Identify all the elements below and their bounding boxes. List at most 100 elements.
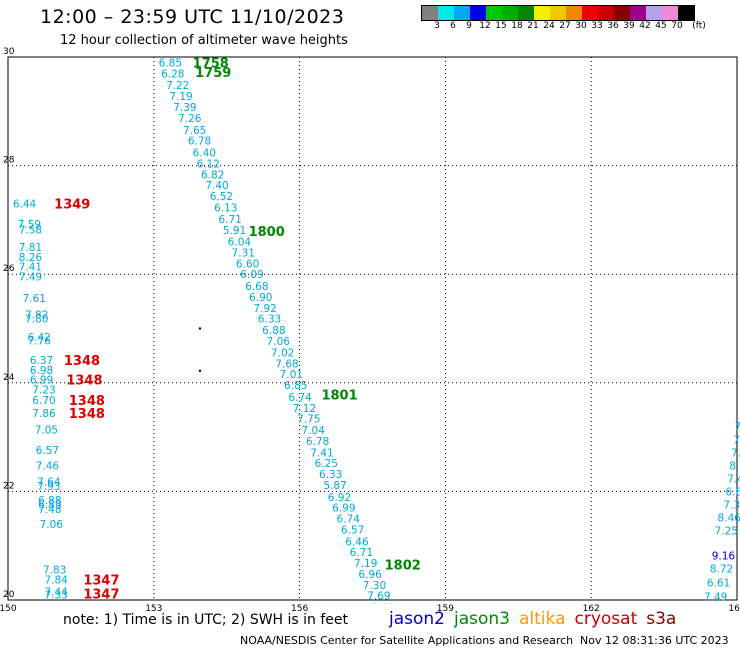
- colorbar-swatch: [678, 6, 694, 20]
- swh-point-jason3: 6.74: [337, 514, 361, 526]
- swh-point-cryosat: 6.99: [30, 375, 53, 387]
- swh-point-jason3: 7.65: [183, 125, 206, 137]
- swh-point-cryosat: 6.88: [38, 495, 61, 507]
- legend-item-altika: altika: [519, 609, 566, 629]
- swh-point-s3a: 8.46: [718, 512, 740, 524]
- y-tick-label: 30: [3, 47, 15, 57]
- colorbar-swatch: [502, 6, 518, 20]
- swh-point-jason3: 6.90: [249, 292, 272, 304]
- point-marker: [198, 327, 202, 330]
- swh-point-jason3: 7.68: [275, 358, 298, 370]
- swh-point-jason3: 6.12: [197, 158, 220, 170]
- swh-point-jason3: 6.68: [245, 281, 268, 293]
- swh-point-jason3: 6.82: [201, 169, 224, 181]
- swh-point-cryosat: 7.80: [25, 314, 48, 326]
- swh-point-jason3: 6.04: [228, 237, 252, 249]
- colorbar-swatch: [518, 6, 534, 20]
- plot-frame: [7, 56, 738, 601]
- swh-point-jason3: 7.01: [280, 369, 303, 381]
- swh-point-s3a: 8.2: [729, 460, 740, 472]
- swh-point-cryosat: 7.46: [36, 460, 60, 472]
- colorbar-label: 27: [559, 21, 571, 31]
- x-tick-label: 165: [728, 604, 740, 614]
- legend-item-jason3: jason3: [454, 609, 510, 629]
- swh-point-jason3: 6.25: [315, 458, 338, 470]
- swh-point-jason3: 6.85: [159, 57, 182, 69]
- swh-point-jason3: 6.09: [240, 269, 263, 281]
- colorbar-label: 3: [434, 21, 440, 31]
- time-label: 1758: [193, 56, 229, 71]
- swh-point-s3a: 7.6: [735, 421, 740, 433]
- swh-point-cryosat: 7.41: [19, 262, 42, 274]
- swh-point-cryosat: 7.86: [32, 408, 56, 420]
- swh-point-jason3: 7.19: [354, 558, 377, 570]
- swh-point-jason3: 6.85: [284, 380, 307, 392]
- x-tick-label: 162: [583, 604, 600, 614]
- colorbar-swatch: [662, 6, 678, 20]
- y-tick-label: 20: [3, 590, 15, 600]
- swh-point-cryosat: 7.64: [37, 477, 61, 489]
- swh-point-jason3: 6.52: [210, 191, 233, 203]
- colorbar-swatch: [614, 6, 630, 20]
- time-label: 1347: [83, 604, 119, 619]
- y-tick-label: 28: [3, 156, 15, 166]
- swh-point-jason3: 7.31: [232, 247, 255, 259]
- swh-point-jason3: 6.57: [341, 524, 364, 536]
- swh-point-jason3: 7.69: [367, 591, 390, 603]
- x-tick-label: 159: [437, 604, 454, 614]
- footnote: note: 1) Time is in UTC; 2) SWH is in fe…: [63, 612, 349, 628]
- swh-point-jason3: 5.87: [323, 480, 346, 492]
- time-label: 1800: [249, 225, 285, 240]
- swh-point-s3a: 9.16: [712, 550, 736, 562]
- swh-point-cryosat: 7.81: [19, 242, 42, 254]
- swh-point-cryosat: 7.59: [18, 219, 41, 231]
- swh-point-s3a: 7.25: [715, 525, 738, 537]
- time-label: 1348: [64, 354, 100, 369]
- legend-item-cryosat: cryosat: [574, 609, 638, 629]
- swh-point-cryosat: 7.93: [37, 481, 60, 493]
- colorbar-label: 42: [639, 21, 651, 31]
- swh-point-jason3: 6.88: [262, 325, 285, 337]
- colorbar-label: 30: [575, 21, 587, 31]
- colorbar-swatch: [630, 6, 646, 20]
- swh-point-cryosat: 7.83: [43, 565, 66, 577]
- swh-point-s3a: 7.1: [733, 434, 740, 446]
- swh-point-jason3: 6.40: [193, 148, 216, 160]
- swh-point-s3a: 7.3: [723, 499, 740, 511]
- colorbar-label: 45: [655, 21, 667, 31]
- colorbar-label: 6: [450, 21, 456, 31]
- swh-point-s3a: 7.49: [704, 592, 727, 604]
- y-tick-label: 22: [3, 481, 14, 491]
- colorbar-label: 12: [479, 21, 491, 31]
- colorbar-label: 33: [591, 21, 603, 31]
- swh-point-s3a: 7.8: [731, 447, 740, 459]
- swh-point-cryosat: 7.48: [38, 504, 61, 516]
- swh-point-jason3: 6.13: [214, 202, 237, 214]
- swh-point-jason3: 7.02: [271, 347, 294, 359]
- swh-point-jason3: 7.06: [267, 336, 291, 348]
- swh-point-jason3: 6.60: [236, 258, 259, 270]
- colorbar-label: 21: [527, 21, 539, 31]
- swh-point-cryosat: 6.89: [38, 499, 61, 511]
- swh-point-jason3: 6.78: [306, 436, 329, 448]
- time-label: 2: [736, 604, 740, 619]
- timestamp-text: Nov 12 08:31:36 UTC 2023: [580, 634, 729, 647]
- swh-point-s3a: 8.22: [699, 610, 722, 622]
- colorbar-swatch: [470, 6, 486, 20]
- swh-point-cryosat: 8.26: [19, 252, 43, 264]
- time-label: 1348: [69, 394, 105, 409]
- time-label: 1759: [195, 66, 231, 81]
- colorbar-label: 36: [607, 21, 619, 31]
- swh-point-jason3: 7.04: [302, 425, 326, 437]
- colorbar-swatch: [422, 6, 438, 20]
- colorbar-swatch: [454, 6, 470, 20]
- swh-point-cryosat: 7.05: [35, 424, 58, 436]
- swh-point-jason3: 6.74: [288, 392, 312, 404]
- swh-point-cryosat: 7.58: [19, 225, 42, 237]
- swh-point-jason3: 7.12: [293, 403, 316, 415]
- swh-point-jason3: 7.39: [173, 102, 196, 114]
- colorbar-swatch: [438, 6, 454, 20]
- legend-item-s3a: s3a: [646, 609, 677, 629]
- swh-point-cryosat: 7.49: [19, 271, 42, 283]
- colorbar-swatch: [598, 6, 614, 20]
